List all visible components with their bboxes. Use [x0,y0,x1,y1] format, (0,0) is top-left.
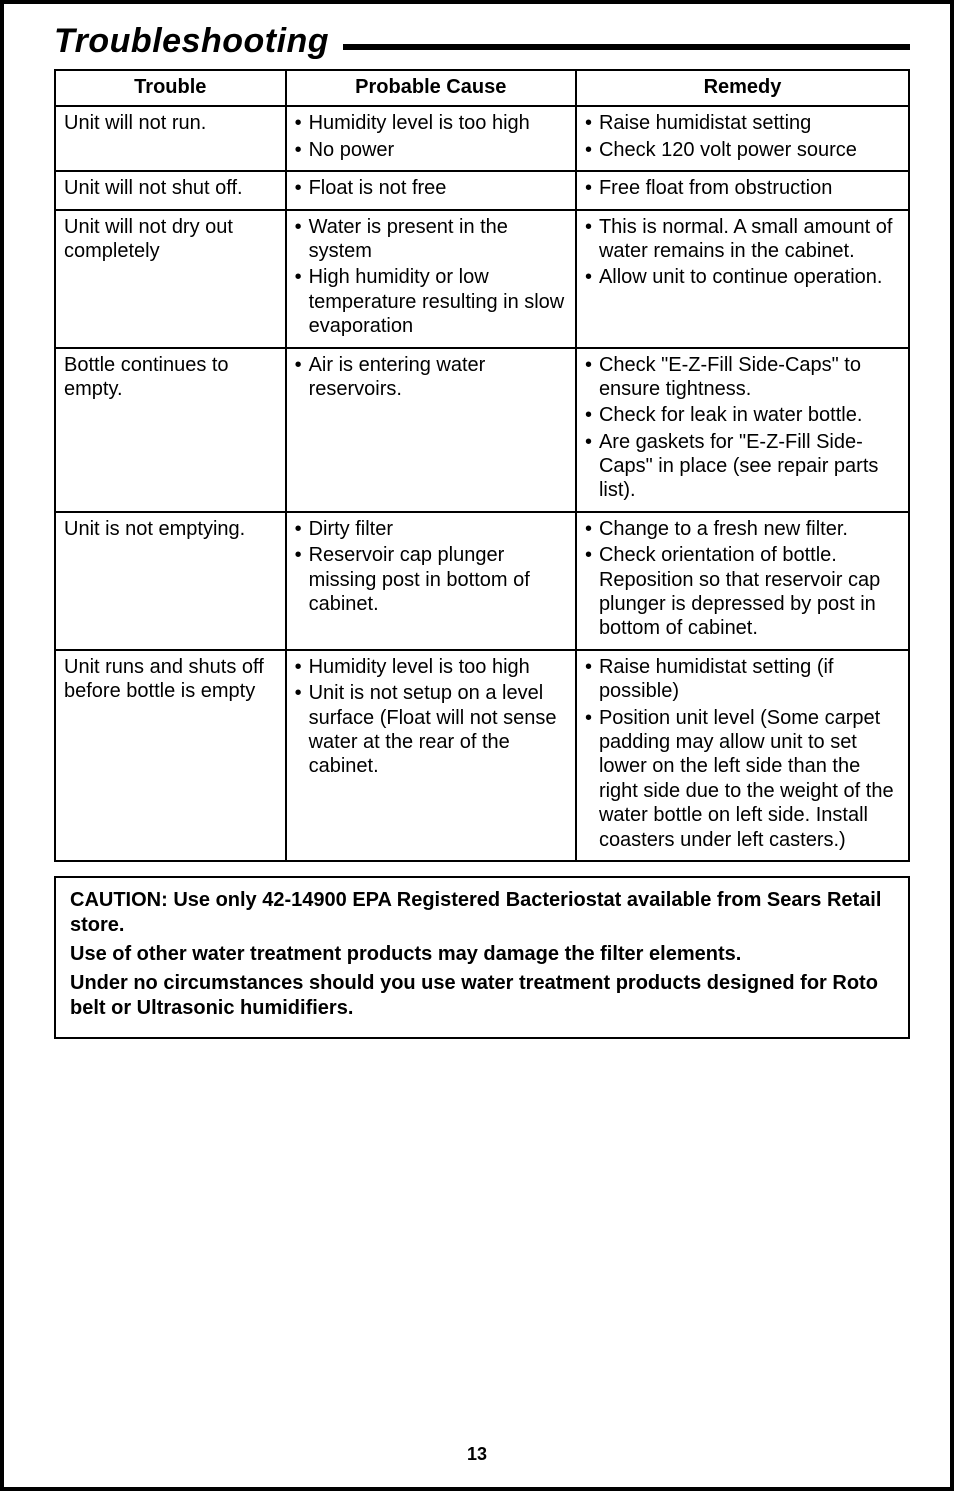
cell-remedy: Change to a fresh new filter.Check orien… [576,512,909,650]
table-row: Unit runs and shuts off before bottle is… [55,650,909,861]
cause-item: High humidity or low temperature resulti… [295,265,567,338]
col-header-cause: Probable Cause [286,70,576,106]
col-header-remedy: Remedy [576,70,909,106]
cause-item: Reservoir cap plunger missing post in bo… [295,543,567,616]
troubleshooting-table: Trouble Probable Cause Remedy Unit will … [54,69,910,862]
remedy-item: Check orientation of bottle. Reposition … [585,543,900,641]
cell-cause: Humidity level is too highUnit is not se… [286,650,576,861]
cause-item: Water is present in the system [295,215,567,264]
caution-line-2: Use of other water treatment products ma… [70,942,894,967]
remedy-item: Check "E-Z-Fill Side-Caps" to ensure tig… [585,353,900,402]
remedy-item: Are gaskets for "E-Z-Fill Side-Caps" in … [585,430,900,503]
cause-item: Humidity level is too high [295,655,567,679]
table-header-row: Trouble Probable Cause Remedy [55,70,909,106]
remedy-item: Free float from obstruction [585,176,900,200]
page-number: 13 [4,1444,950,1465]
table-row: Unit will not run.Humidity level is too … [55,106,909,171]
table-row: Unit will not shut off. Float is not free… [55,171,909,209]
caution-line-1: CAUTION: Use only 42-14900 EPA Registere… [70,888,894,938]
table-body: Unit will not run.Humidity level is too … [55,106,909,861]
page-frame: Troubleshooting Trouble Probable Cause R… [0,0,954,1491]
remedy-item: Check 120 volt power source [585,138,900,162]
remedy-item: Raise humidistat setting (if possible) [585,655,900,704]
cell-remedy: Free float from obstruction [576,171,909,209]
caution-box: CAUTION: Use only 42-14900 EPA Registere… [54,876,910,1039]
cell-trouble: Bottle continues to empty. [55,348,286,512]
cause-item: Unit is not setup on a level surface (Fl… [295,681,567,779]
cause-item: No power [295,138,567,162]
cause-item: Float is not free [295,176,567,200]
cause-item: Air is entering water reservoirs. [295,353,567,402]
remedy-item: This is normal. A small amount of water … [585,215,900,264]
cell-cause: Humidity level is too high No power [286,106,576,171]
cell-remedy: Check "E-Z-Fill Side-Caps" to ensure tig… [576,348,909,512]
cell-cause: Dirty filterReservoir cap plunger missin… [286,512,576,650]
cell-trouble: Unit is not emptying. [55,512,286,650]
cell-remedy: Raise humidistat setting Check 120 volt p… [576,106,909,171]
cell-remedy: Raise humidistat setting (if possible)Po… [576,650,909,861]
page-title: Troubleshooting [54,22,343,61]
table-row: Unit will not dry out completelyWater is… [55,210,909,348]
col-header-trouble: Trouble [55,70,286,106]
cell-cause: Float is not free [286,171,576,209]
title-rule [343,44,910,50]
cause-item: Humidity level is too high [295,111,567,135]
cell-trouble: Unit will not dry out completely [55,210,286,348]
table-row: Unit is not emptying.Dirty filterReservo… [55,512,909,650]
cell-cause: Air is entering water reservoirs. [286,348,576,512]
cell-trouble: Unit will not run. [55,106,286,171]
title-row: Troubleshooting [54,22,910,61]
remedy-item: Raise humidistat setting [585,111,900,135]
cell-remedy: This is normal. A small amount of water … [576,210,909,348]
remedy-item: Check for leak in water bottle. [585,403,900,427]
cell-cause: Water is present in the systemHigh humid… [286,210,576,348]
cell-trouble: Unit will not shut off. [55,171,286,209]
remedy-item: Allow unit to continue operation. [585,265,900,289]
content-area: Troubleshooting Trouble Probable Cause R… [4,4,950,1039]
cause-item: Dirty filter [295,517,567,541]
caution-line-3: Under no circumstances should you use wa… [70,971,894,1021]
remedy-item: Position unit level (Some carpet padding… [585,706,900,852]
table-row: Bottle continues to empty.Air is enterin… [55,348,909,512]
cell-trouble: Unit runs and shuts off before bottle is… [55,650,286,861]
remedy-item: Change to a fresh new filter. [585,517,900,541]
